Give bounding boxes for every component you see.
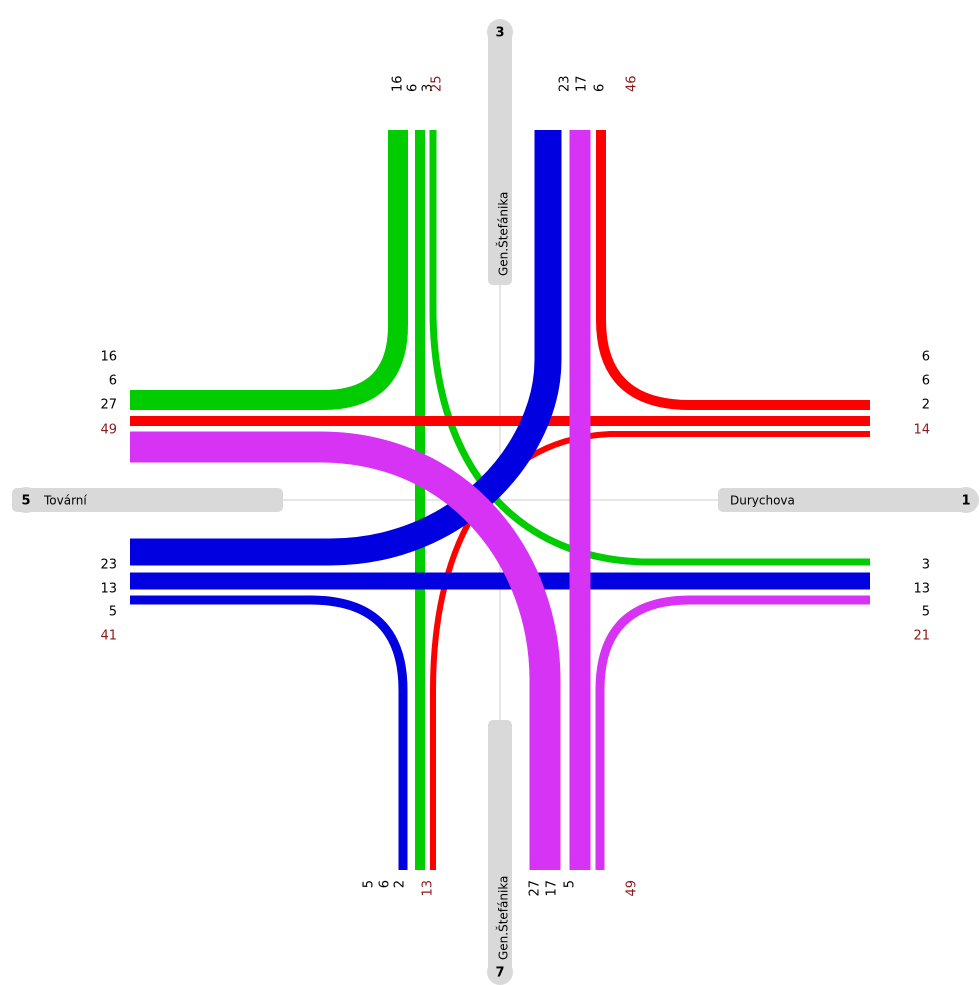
flow [595, 595, 870, 870]
flow [130, 595, 408, 870]
north-number: 3 [495, 26, 504, 41]
flow-value: 17 [545, 880, 560, 897]
south-pill [488, 720, 512, 972]
south-number: 7 [495, 966, 504, 981]
flow [130, 130, 562, 566]
flow-value: 6 [593, 84, 608, 92]
flow [130, 130, 408, 410]
flow-value: 5 [922, 605, 930, 620]
flow-value: 23 [100, 558, 117, 573]
flow [596, 130, 870, 410]
flow-total: 41 [100, 629, 117, 644]
flow-value: 17 [575, 75, 590, 92]
flow-value: 5 [109, 605, 117, 620]
flow-value: 6 [109, 374, 117, 389]
east-badge [953, 487, 979, 513]
east-pill [718, 488, 968, 512]
west-pill [12, 488, 283, 512]
north-pill [488, 25, 512, 285]
east-number: 1 [961, 494, 970, 509]
north-name: Gen.Štefánika [496, 192, 511, 276]
flow-total: 49 [625, 880, 640, 897]
flow-value: 13 [100, 582, 117, 597]
flow-total: 14 [913, 423, 930, 438]
flow-total: 46 [625, 75, 640, 92]
flow-value: 6 [406, 84, 421, 92]
flow-total: 13 [421, 880, 436, 897]
flow [130, 431, 561, 870]
east-name: Durychova [730, 494, 795, 508]
flow-value: 16 [100, 350, 117, 365]
flow-value: 16 [391, 75, 406, 92]
west-name: Tovární [43, 494, 87, 508]
flow-total: 49 [100, 423, 117, 438]
flow-total: 25 [430, 75, 445, 92]
north-badge [487, 19, 513, 45]
road-labels: 3 Gen.Štefánika 7 Gen.Štefánika 5 Továrn… [12, 19, 979, 985]
flow-value: 6 [922, 350, 930, 365]
flow-value: 6 [922, 374, 930, 389]
flow-total: 21 [913, 629, 930, 644]
flow-value: 2 [393, 880, 408, 888]
flow-labels: 16 6 325 23 17 6 465 6 2 13 27 17 5 49166274923135416… [100, 75, 930, 896]
flow-value: 27 [100, 398, 117, 413]
flow-value: 2 [922, 398, 930, 413]
flow-value: 6 [378, 880, 393, 888]
west-number: 5 [21, 494, 30, 509]
south-badge [487, 959, 513, 985]
flow-value: 13 [913, 582, 930, 597]
flows [130, 130, 870, 870]
flow-value: 5 [362, 880, 377, 888]
flow-value: 23 [558, 75, 573, 92]
flow-value: 5 [563, 880, 578, 888]
flow-value: 27 [528, 880, 543, 897]
flow-value: 3 [421, 84, 436, 92]
west-badge [13, 487, 39, 513]
flow-value: 3 [922, 558, 930, 573]
south-name: Gen.Štefánika [496, 876, 511, 960]
